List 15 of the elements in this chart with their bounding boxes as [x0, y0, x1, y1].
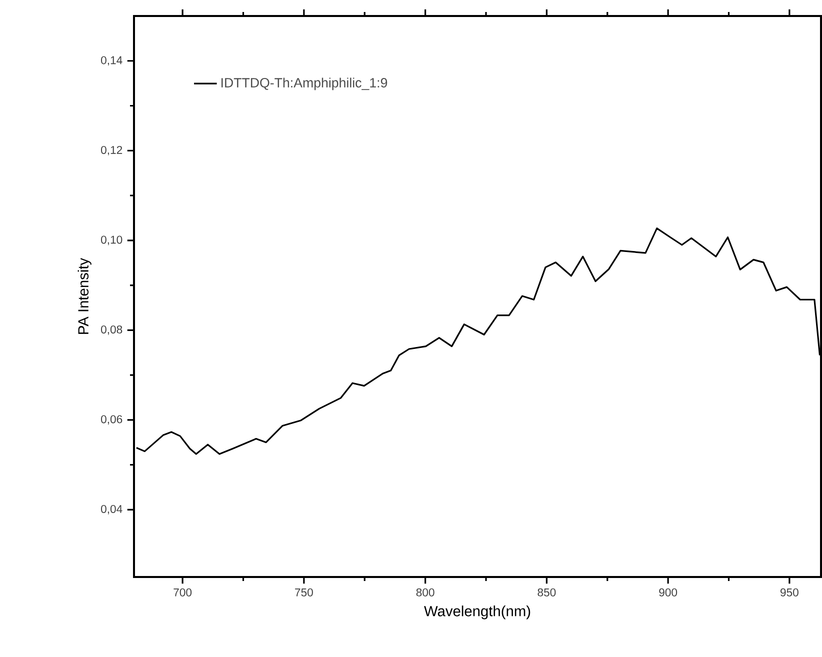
x-tick-label: 800	[416, 588, 434, 596]
y-tick-label: 0,14	[101, 56, 122, 66]
x-tick-label: 850	[538, 588, 556, 596]
x-tick-label: 950	[780, 588, 798, 596]
y-tick-label: 0,12	[101, 146, 122, 156]
x-axis-title: Wavelength(nm)	[424, 606, 530, 620]
x-tick-label: 700	[174, 588, 192, 596]
y-tick-label: 0,08	[101, 325, 122, 335]
legend-label: IDTTDQ-Th:Amphiphilic_1:9	[221, 78, 388, 90]
y-tick-label: 0,04	[101, 504, 122, 514]
x-tick-label: 900	[659, 588, 678, 596]
y-axis-title: PA Intensity	[78, 258, 92, 334]
x-tick-label: 750	[295, 588, 313, 596]
y-tick-label: 0,06	[101, 415, 122, 425]
y-tick-label: 0,10	[101, 236, 122, 246]
